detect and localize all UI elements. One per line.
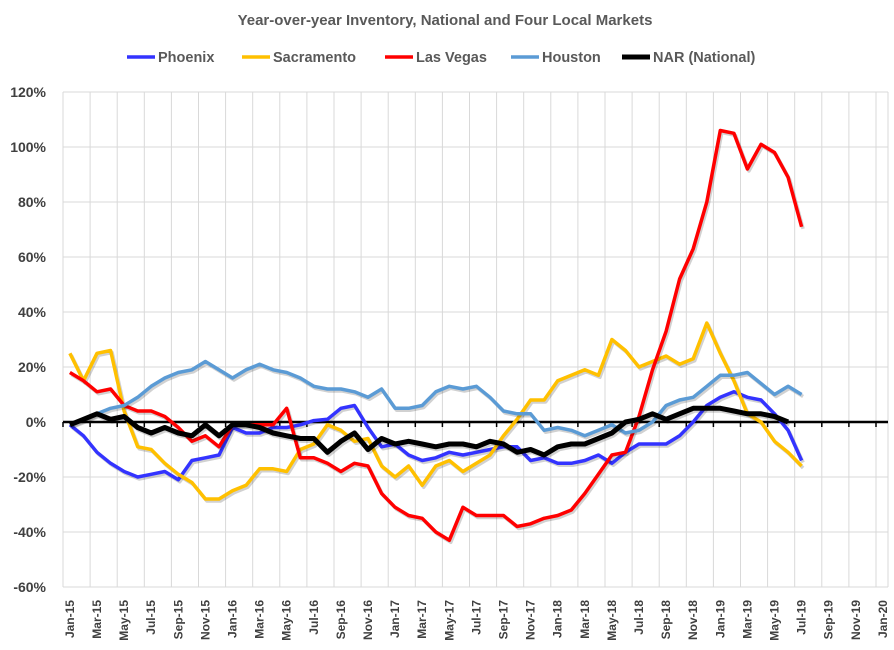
x-axis: Jan-15 Mar-15 May-15 Jul-15 Sep-15 Nov-15 Jan-…	[62, 420, 890, 641]
x-tick-label: Sep-19	[822, 600, 836, 640]
legend-label: Las Vegas	[416, 50, 487, 66]
x-tick-label: Mar-16	[253, 600, 267, 639]
x-tick-label: Mar-17	[415, 600, 429, 639]
x-tick-label: Nov-16	[361, 600, 375, 640]
series-line-las-vegas	[68, 128, 804, 543]
series-shadow-3	[70, 361, 805, 440]
x-tick-label: Jul-15	[144, 600, 158, 635]
y-tick-label: 40%	[18, 304, 47, 320]
y-tick-label: 20%	[18, 359, 47, 375]
x-tick-label: Jan-19	[713, 600, 727, 638]
series-line-phoenix	[68, 390, 804, 482]
x-tick-label: Sep-17	[497, 600, 511, 640]
legend-label: Houston	[542, 50, 601, 66]
gridlines	[62, 91, 889, 588]
y-tick-label: -40%	[13, 524, 46, 540]
y-tick-label: 100%	[10, 139, 46, 155]
x-tick-label: Nov-19	[849, 600, 863, 640]
x-tick-label: Nov-18	[686, 600, 700, 640]
x-tick-label: Nov-17	[524, 600, 538, 640]
legend-label: NAR (National)	[653, 50, 755, 66]
x-tick-label: May-18	[605, 600, 619, 641]
x-tick-label: Mar-18	[578, 600, 592, 639]
x-tick-label: Jul-17	[469, 600, 483, 635]
y-tick-label: -60%	[13, 579, 46, 595]
x-tick-label: Nov-15	[198, 600, 212, 640]
x-tick-label: Sep-16	[334, 600, 348, 640]
x-tick-label: Jan-17	[388, 600, 402, 638]
series-line-sacramento	[68, 321, 803, 501]
series-line-houston	[69, 359, 803, 438]
y-tick-label: 0%	[26, 414, 47, 430]
x-tick-label: Jan-15	[63, 600, 77, 638]
y-axis-labels: -60% -40% -20% 0% 20% 40% 60% 80% 100% 120%	[10, 84, 46, 595]
x-tick-label: Jan-18	[551, 600, 565, 638]
legend-label: Sacramento	[273, 50, 356, 66]
chart-title: Year-over-year Inventory, National and F…	[238, 12, 653, 29]
x-tick-label: Jul-16	[307, 600, 321, 635]
x-tick-label: May-15	[117, 600, 131, 641]
x-tick-label: Sep-15	[171, 600, 185, 640]
x-tick-label: Jul-18	[632, 600, 646, 635]
x-tick-label: Jan-16	[226, 600, 240, 638]
y-tick-label: -20%	[13, 469, 46, 485]
series-line-nar-national-	[68, 405, 790, 458]
legend-label: Phoenix	[158, 50, 214, 66]
x-tick-label: Jul-19	[795, 600, 809, 635]
x-tick-label: May-17	[442, 600, 456, 641]
x-tick-label: Mar-15	[90, 600, 104, 639]
x-tick-label: May-16	[280, 600, 294, 641]
x-tick-label: Mar-19	[740, 600, 754, 639]
y-tick-label: 80%	[18, 194, 47, 210]
x-tick-label: Jan-20	[876, 600, 890, 638]
x-tick-label: Sep-18	[659, 600, 673, 640]
y-tick-label: 120%	[10, 84, 46, 100]
series-shadow-0	[70, 392, 805, 484]
series-lines	[68, 128, 805, 545]
legend: Phoenix Sacramento Las Vegas Houston NAR (Na…	[127, 50, 755, 66]
y-tick-label: 60%	[18, 249, 47, 265]
x-tick-label: May-19	[768, 600, 782, 641]
